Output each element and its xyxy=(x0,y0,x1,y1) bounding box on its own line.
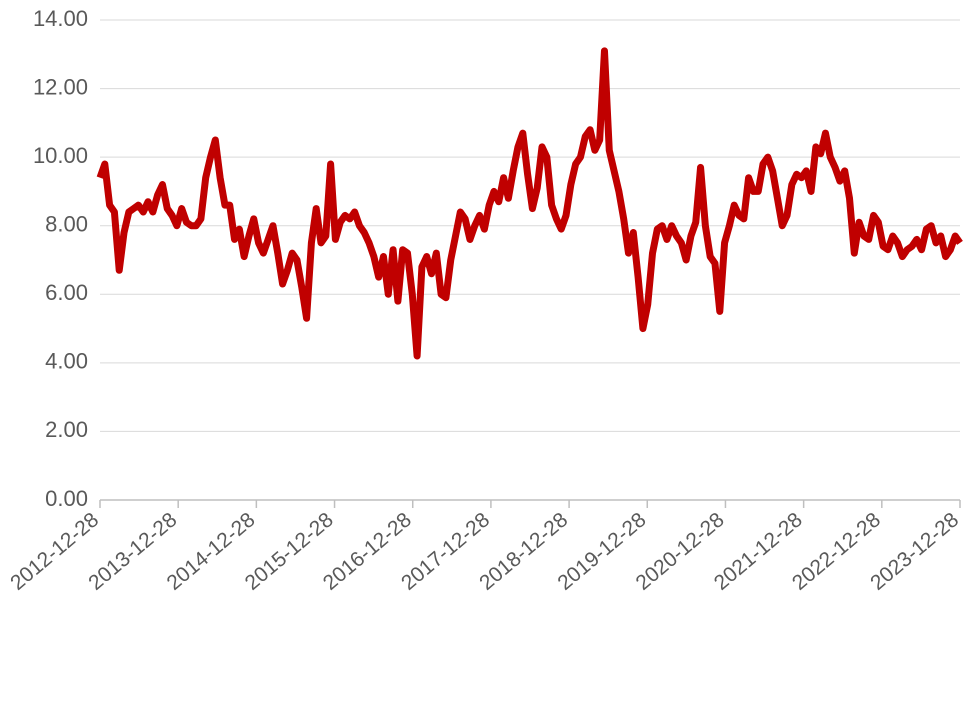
chart-svg: 0.002.004.006.008.0010.0012.0014.002012-… xyxy=(0,0,980,717)
y-tick-label: 6.00 xyxy=(45,280,88,305)
y-tick-label: 0.00 xyxy=(45,486,88,511)
y-tick-label: 10.00 xyxy=(33,143,88,168)
y-tick-label: 2.00 xyxy=(45,417,88,442)
y-tick-label: 4.00 xyxy=(45,349,88,374)
line-chart: 0.002.004.006.008.0010.0012.0014.002012-… xyxy=(0,0,980,717)
y-tick-label: 14.00 xyxy=(33,6,88,31)
y-tick-label: 8.00 xyxy=(45,212,88,237)
y-tick-label: 12.00 xyxy=(33,74,88,99)
series-line xyxy=(100,51,960,356)
